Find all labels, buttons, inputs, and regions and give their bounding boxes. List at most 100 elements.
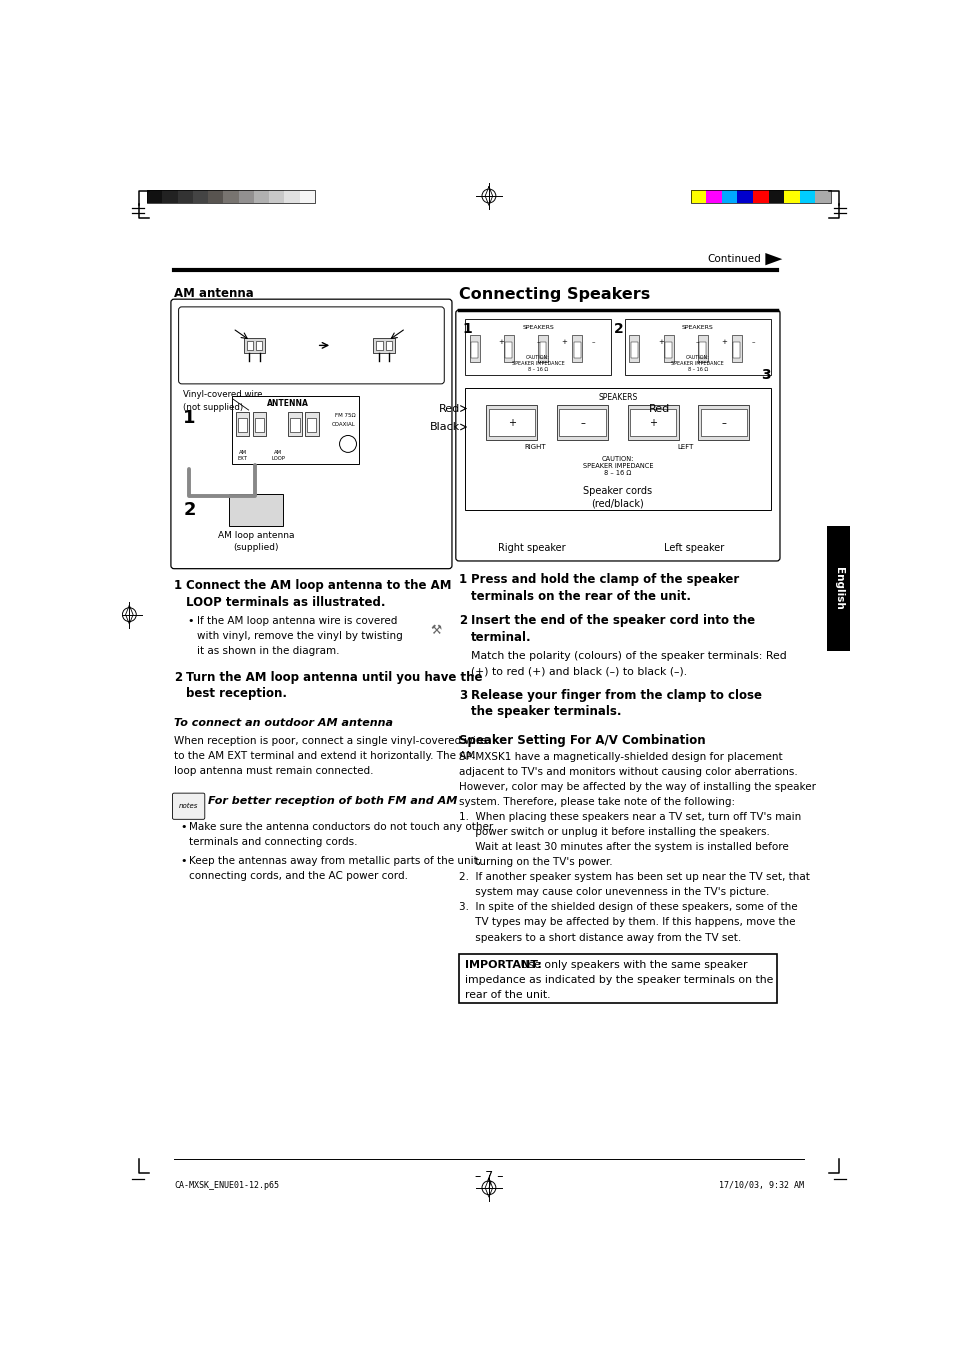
Text: AM antenna: AM antenna [173, 286, 253, 300]
Text: Press and hold the clamp of the speaker: Press and hold the clamp of the speaker [471, 573, 739, 586]
Text: terminals on the rear of the unit.: terminals on the rear of the unit. [471, 590, 691, 603]
Text: 1: 1 [183, 409, 195, 427]
Bar [385, 340, 392, 350]
Text: However, color may be affected by the way of installing the speaker: However, color may be affected by the wa… [458, 782, 815, 792]
Text: –: – [591, 339, 595, 346]
Text: CAUTION:
SPEAKER IMPEDANCE
8 – 16 Ω: CAUTION: SPEAKER IMPEDANCE 8 – 16 Ω [671, 355, 723, 372]
Bar [147, 190, 314, 203]
Text: CAUTION:
SPEAKER IMPEDANCE
8 – 16 Ω: CAUTION: SPEAKER IMPEDANCE 8 – 16 Ω [511, 355, 564, 372]
Bar [699, 342, 705, 358]
Bar [488, 409, 535, 436]
Bar [558, 409, 605, 436]
Text: LEFT: LEFT [677, 444, 693, 450]
Bar [731, 335, 741, 362]
Text: •: • [180, 855, 187, 866]
Bar [627, 405, 678, 440]
Bar [557, 405, 607, 440]
Text: it as shown in the diagram.: it as shown in the diagram. [197, 646, 339, 657]
Bar [503, 335, 514, 362]
Bar [253, 190, 269, 203]
Bar [288, 412, 301, 436]
Text: Match the polarity (colours) of the speaker terminals: Red: Match the polarity (colours) of the spea… [471, 651, 786, 661]
Bar [373, 338, 395, 353]
Bar [539, 342, 546, 358]
Text: rear of the unit.: rear of the unit. [464, 990, 550, 1000]
Polygon shape [764, 253, 781, 265]
Bar [783, 190, 799, 203]
Bar [737, 190, 752, 203]
Text: Continued: Continued [707, 254, 760, 265]
Bar [162, 190, 177, 203]
Bar [237, 417, 247, 431]
Text: –: – [720, 417, 725, 428]
Text: CA-MXSK_ENUE01-12.p65: CA-MXSK_ENUE01-12.p65 [173, 1181, 278, 1190]
Bar [284, 190, 299, 203]
Text: 3: 3 [760, 369, 770, 382]
Text: Speaker Setting For A/V Combination: Speaker Setting For A/V Combination [458, 734, 705, 747]
Bar [307, 417, 316, 431]
Bar [697, 335, 707, 362]
Text: Wait at least 30 minutes after the system is installed before: Wait at least 30 minutes after the syste… [458, 843, 788, 852]
Text: LOOP terminals as illustrated.: LOOP terminals as illustrated. [186, 596, 385, 609]
Bar [700, 409, 746, 436]
Bar [826, 526, 849, 651]
Text: the speaker terminals.: the speaker terminals. [471, 705, 621, 719]
Text: Red: Red [438, 404, 460, 413]
Text: ANTENNA: ANTENNA [267, 400, 309, 408]
Text: – 7 –: – 7 – [475, 1170, 502, 1183]
Text: speakers to a short distance away from the TV set.: speakers to a short distance away from t… [458, 932, 740, 943]
Text: (red/black): (red/black) [591, 499, 643, 508]
Text: +: + [649, 417, 657, 428]
Text: +: + [507, 417, 516, 428]
Bar [464, 319, 610, 374]
Text: +: + [720, 339, 726, 346]
Text: impedance as indicated by the speaker terminals on the: impedance as indicated by the speaker te… [464, 975, 773, 985]
Text: English: English [833, 567, 842, 611]
Text: system may cause color unevenness in the TV's picture.: system may cause color unevenness in the… [458, 888, 768, 897]
Bar [147, 190, 162, 203]
Bar [629, 409, 676, 436]
Bar [752, 190, 768, 203]
Text: For better reception of both FM and AM: For better reception of both FM and AM [208, 796, 456, 807]
Text: notes: notes [179, 804, 198, 809]
Text: 7: 7 [486, 1181, 491, 1190]
Text: SPEAKERS: SPEAKERS [521, 324, 554, 330]
Text: 2: 2 [183, 501, 195, 519]
Bar [486, 405, 537, 440]
Text: AM loop antenna: AM loop antenna [218, 531, 294, 540]
Text: 1: 1 [458, 573, 467, 586]
Bar [690, 190, 705, 203]
Bar [254, 417, 264, 431]
Text: Turn the AM loop antenna until you have the: Turn the AM loop antenna until you have … [186, 670, 482, 684]
Bar [232, 396, 358, 463]
Text: –: – [579, 417, 584, 428]
Text: SPEAKERS: SPEAKERS [681, 324, 713, 330]
Bar [733, 342, 740, 358]
Text: 2: 2 [173, 670, 182, 684]
Text: 2.  If another speaker system has been set up near the TV set, that: 2. If another speaker system has been se… [458, 873, 809, 882]
Text: IMPORTANT:: IMPORTANT: [464, 959, 541, 970]
Text: Use only speakers with the same speaker: Use only speakers with the same speaker [517, 959, 747, 970]
Text: Connect the AM loop antenna to the AM: Connect the AM loop antenna to the AM [186, 580, 452, 593]
Text: Right speaker: Right speaker [498, 543, 565, 554]
Text: (not supplied): (not supplied) [183, 403, 243, 412]
Text: +: + [658, 339, 663, 346]
Text: 3.  In spite of the shielded design of these speakers, some of the: 3. In spite of the shielded design of th… [458, 902, 797, 912]
Text: Insert the end of the speaker cord into the: Insert the end of the speaker cord into … [471, 615, 755, 627]
Bar [690, 190, 830, 203]
FancyBboxPatch shape [172, 793, 205, 819]
Text: –: – [751, 339, 754, 346]
Text: FM 75Ω: FM 75Ω [335, 413, 355, 419]
Bar [208, 190, 223, 203]
Bar [698, 405, 748, 440]
Text: 1.  When placing these speakers near a TV set, turn off TV's main: 1. When placing these speakers near a TV… [458, 812, 801, 823]
Text: adjacent to TV's and monitors without causing color aberrations.: adjacent to TV's and monitors without ca… [458, 767, 797, 777]
Bar [464, 389, 770, 511]
Text: with vinyl, remove the vinyl by twisting: with vinyl, remove the vinyl by twisting [197, 631, 402, 642]
Text: (supplied): (supplied) [233, 543, 279, 553]
Text: Red: Red [648, 404, 669, 413]
Bar [253, 412, 266, 436]
Text: SPEAKERS: SPEAKERS [598, 393, 637, 403]
Bar [471, 342, 477, 358]
Bar [624, 319, 770, 374]
